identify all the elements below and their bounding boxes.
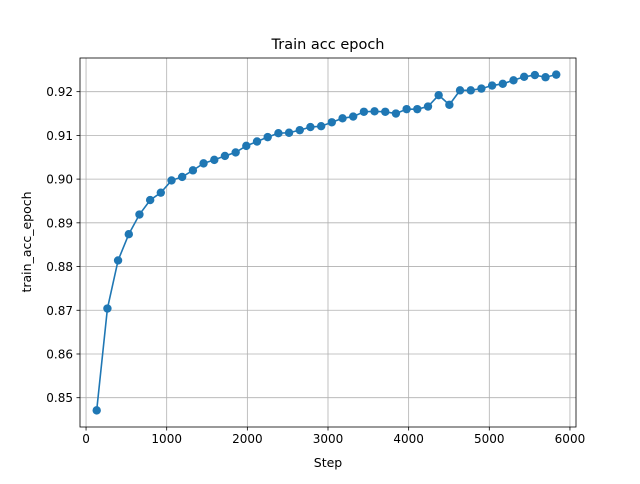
data-point	[498, 79, 507, 88]
y-axis-label: train_acc_epoch	[19, 191, 34, 292]
data-point	[103, 304, 112, 313]
y-tick-label: 0.92	[46, 85, 73, 99]
data-point	[434, 90, 443, 100]
data-point	[231, 148, 240, 157]
data-point	[167, 176, 176, 185]
data-point	[413, 104, 422, 114]
x-tick-label: 1000	[151, 432, 182, 446]
data-point	[455, 86, 465, 95]
data-point	[509, 76, 518, 85]
x-tick-label: 0	[82, 432, 90, 446]
y-tick-label: 0.90	[46, 173, 73, 187]
data-point	[391, 109, 401, 118]
data-point	[199, 159, 208, 168]
data-point	[423, 102, 433, 111]
x-tick-label: 5000	[474, 432, 505, 446]
data-point	[445, 100, 454, 109]
data-point	[145, 195, 155, 205]
y-tick-label: 0.86	[46, 347, 73, 361]
data-point	[338, 114, 347, 123]
data-point	[113, 256, 123, 265]
data-point	[188, 166, 198, 175]
y-tick-label: 0.88	[46, 260, 73, 274]
data-point	[477, 84, 486, 93]
x-axis-ticks: 0 1000 2000 3000 4000 5000 6000	[82, 427, 585, 446]
y-axis-ticks: 0.85 0.86 0.87 0.88 0.89 0.90 0.91 0.92	[46, 85, 80, 405]
data-point	[306, 122, 315, 132]
data-point	[348, 112, 358, 121]
data-point	[381, 107, 390, 116]
x-tick-label: 4000	[393, 432, 424, 446]
data-point	[359, 107, 369, 116]
x-tick-label: 6000	[555, 432, 586, 446]
y-tick-label: 0.85	[46, 391, 73, 405]
data-point	[210, 155, 219, 165]
data-point	[284, 128, 294, 137]
chart-title: Train acc epoch	[271, 37, 385, 53]
data-point	[156, 188, 166, 197]
data-point	[274, 128, 283, 138]
data-point	[402, 104, 411, 114]
y-tick-label: 0.91	[46, 129, 73, 143]
x-tick-label: 2000	[232, 432, 263, 446]
data-point	[530, 70, 540, 80]
data-point	[316, 122, 326, 131]
data-point	[370, 107, 379, 116]
y-tick-label: 0.87	[46, 304, 73, 318]
data-point	[541, 73, 550, 82]
x-axis-label: Step	[314, 455, 343, 470]
data-point	[135, 210, 144, 219]
data-point	[466, 86, 475, 95]
data-point	[252, 137, 262, 146]
y-tick-label: 0.89	[46, 216, 73, 230]
data-point	[263, 132, 272, 142]
series-layer	[92, 70, 561, 415]
data-point	[552, 70, 561, 79]
data-point	[124, 229, 133, 239]
data-point	[295, 125, 304, 135]
data-point	[487, 81, 497, 90]
data-point	[220, 151, 230, 161]
data-point	[92, 406, 101, 415]
data-point	[242, 141, 251, 151]
data-point	[327, 118, 336, 127]
data-point	[177, 172, 187, 182]
grid-lines	[80, 58, 576, 427]
x-tick-label: 3000	[313, 432, 344, 446]
data-point	[519, 72, 529, 81]
